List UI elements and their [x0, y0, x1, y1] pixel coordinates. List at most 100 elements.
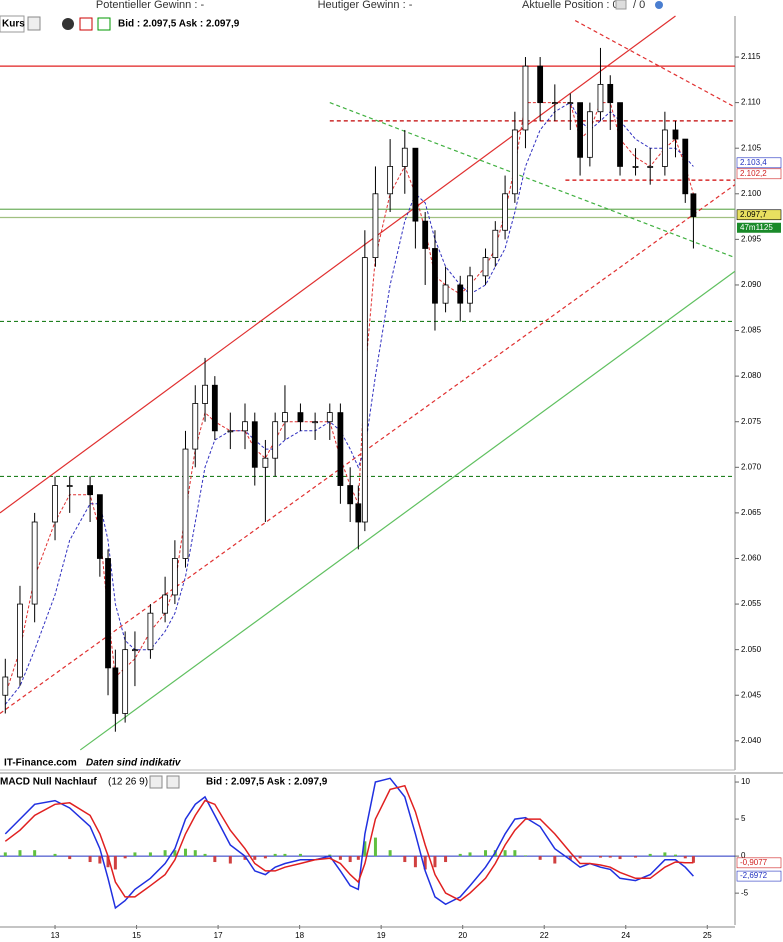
candle-body: [482, 257, 489, 277]
price-quote: Bid : 2.097,5 Ask : 2.097,9: [118, 19, 240, 30]
y-tick-label: 0: [741, 851, 746, 860]
histogram-bar: [568, 856, 572, 860]
x-tick-label: 18: [295, 931, 304, 940]
histogram-bar: [253, 856, 257, 860]
price-label: 2.102,2: [740, 169, 767, 178]
histogram-bar: [503, 850, 507, 857]
candle-body: [17, 603, 23, 678]
macd-window[interactable]: [166, 775, 180, 789]
candle-body: [132, 649, 138, 652]
x-tick-label: 24: [621, 931, 630, 940]
histogram-bar: [608, 856, 612, 858]
settings-icon[interactable]: [655, 1, 663, 9]
macd-quote: Bid : 2.097,5 Ask : 2.097,9: [206, 777, 328, 788]
y-tick-label: 2.065: [741, 508, 762, 517]
tool-wrench[interactable]: [27, 16, 41, 31]
histogram-bar: [423, 856, 427, 870]
histogram-bar: [458, 853, 462, 857]
histogram-bar: [33, 850, 37, 857]
candle-body: [551, 102, 558, 105]
position-icon[interactable]: [615, 0, 627, 10]
candle-body: [432, 248, 438, 304]
candle-body: [457, 284, 464, 304]
histogram-bar: [413, 856, 417, 868]
position: Aktuelle Position : 0: [522, 0, 619, 11]
tool-up[interactable]: [97, 17, 111, 31]
candle-body: [492, 229, 499, 259]
y-tick-label: 2.055: [741, 599, 762, 608]
histogram-bar: [338, 856, 342, 860]
histogram-bar: [513, 850, 517, 857]
y-tick-label: 2.045: [741, 690, 762, 699]
histogram-bar: [148, 852, 152, 857]
candle-body: [661, 129, 668, 167]
y-tick-label: 2.115: [741, 52, 761, 61]
candle-body: [690, 193, 697, 217]
tool-close[interactable]: [62, 18, 74, 30]
candle-body: [182, 448, 189, 559]
price-label-box: [736, 870, 782, 882]
candle-body: [617, 102, 623, 167]
price-label-box: [736, 209, 782, 221]
histogram-bar: [388, 850, 392, 857]
y-tick-label: 2.100: [741, 189, 762, 198]
candle-body: [632, 166, 639, 168]
histogram-bar: [53, 853, 57, 857]
candle-body: [202, 384, 208, 404]
potential-profit: Potentieller Gewinn : -: [96, 0, 205, 11]
candle-body: [672, 129, 679, 140]
candle-body: [162, 594, 168, 614]
x-tick-label: 13: [51, 931, 60, 940]
candle-body: [537, 65, 544, 104]
y-tick-label: 2.080: [741, 371, 762, 380]
candle-body: [682, 138, 689, 195]
histogram-bar: [523, 855, 527, 857]
price-label: -2,6972: [740, 871, 768, 880]
candle-body: [66, 485, 73, 487]
histogram-bar: [273, 853, 277, 857]
histogram-bar: [3, 852, 7, 857]
trend-line: [0, 184, 736, 714]
candle-body: [401, 147, 408, 167]
trend-line: [574, 20, 736, 108]
position-total: / 0: [633, 0, 645, 11]
candle-body: [326, 412, 333, 423]
histogram-bar: [113, 856, 117, 870]
x-tick-label: 15: [132, 931, 141, 940]
candle-body: [251, 421, 258, 468]
y-tick-label: 2.060: [741, 554, 762, 563]
candle-body: [122, 649, 129, 714]
histogram-bar: [88, 856, 92, 863]
y-tick-label: 10: [741, 777, 750, 786]
histogram-bar: [243, 856, 247, 860]
histogram-bar: [133, 852, 137, 857]
histogram-bar: [484, 850, 488, 857]
histogram-bar: [673, 854, 677, 857]
histogram-bar: [433, 856, 437, 868]
macd-title: MACD Null Nachlauf: [0, 777, 97, 788]
histogram-bar: [193, 850, 197, 857]
x-tick-label: 17: [214, 931, 223, 940]
candle-body: [597, 83, 604, 113]
histogram-bar: [173, 850, 177, 857]
macd-line: [4, 777, 694, 910]
candle-body: [242, 421, 248, 432]
macd-params: (12 26 9): [108, 777, 148, 788]
candle-body: [105, 558, 111, 669]
histogram-bar: [163, 850, 167, 857]
candle-body: [272, 421, 279, 459]
candle-body: [567, 102, 574, 105]
tool-down[interactable]: [79, 17, 93, 31]
candle-body: [147, 612, 154, 651]
candle-body: [511, 129, 518, 195]
histogram-bar: [468, 852, 472, 857]
macd-tool[interactable]: [149, 775, 163, 789]
trend-line: [79, 270, 736, 751]
moving-average: [4, 101, 694, 705]
y-tick-label: 2.085: [741, 326, 762, 335]
histogram-bar: [123, 856, 127, 859]
histogram-bar: [203, 853, 207, 857]
histogram-bar: [403, 856, 407, 863]
candle-body: [192, 403, 199, 450]
